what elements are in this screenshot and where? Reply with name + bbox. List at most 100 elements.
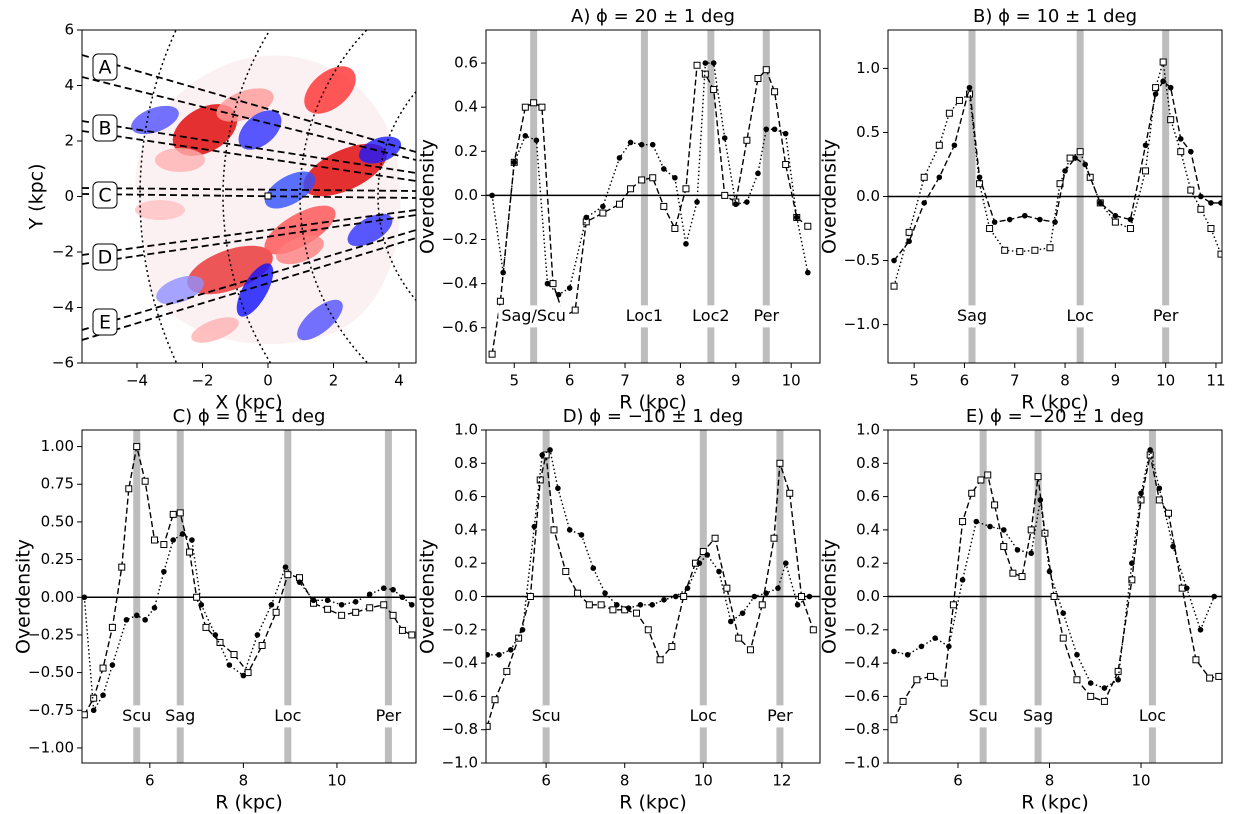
- density-blob: [238, 110, 282, 150]
- circle-marker: [1160, 78, 1166, 85]
- circle-marker: [891, 648, 897, 655]
- x-tick-label: 8: [620, 772, 630, 790]
- panel-title: E) ϕ = −20 ± 1 deg: [966, 406, 1144, 427]
- circle-marker: [1112, 212, 1119, 219]
- region-label: E: [99, 312, 111, 334]
- square-marker: [638, 176, 646, 184]
- arm-label-bg: [1135, 705, 1170, 728]
- circle-marker: [794, 602, 801, 608]
- wedge-edge: [82, 237, 416, 341]
- square-marker: [1217, 250, 1222, 258]
- circle-marker: [1138, 490, 1144, 497]
- x-tick-label: 6: [541, 772, 551, 790]
- square-marker: [1215, 672, 1222, 680]
- square-marker: [562, 568, 570, 576]
- square-marker: [151, 536, 159, 544]
- square-marker: [1000, 543, 1008, 551]
- y-tick-label: 0.25: [41, 550, 74, 568]
- square-marker: [649, 174, 657, 182]
- square-marker: [536, 476, 544, 484]
- series-line: [893, 449, 1215, 689]
- y-axis-label: Overdensity: [417, 539, 439, 654]
- square-marker: [491, 696, 499, 704]
- arm-label-bg: [119, 705, 155, 728]
- circle-marker: [1062, 168, 1068, 174]
- y-axis-label: Overdensity: [819, 539, 841, 654]
- panel-title: D) ϕ = −10 ± 1 deg: [563, 406, 744, 427]
- circle-marker: [511, 159, 518, 166]
- panel-title: B) ϕ = 10 ± 1 deg: [973, 6, 1137, 27]
- square-marker: [723, 584, 731, 592]
- panel-title: A) ϕ = 20 ± 1 deg: [571, 6, 735, 27]
- square-marker: [699, 548, 707, 556]
- square-marker: [746, 646, 754, 654]
- circle-marker: [716, 568, 722, 575]
- square-marker: [786, 489, 794, 497]
- circle-marker: [793, 214, 800, 221]
- circle-marker: [583, 214, 590, 221]
- circle-marker: [918, 643, 925, 650]
- square-marker: [202, 623, 210, 631]
- square-marker: [743, 136, 751, 144]
- square-marker: [169, 510, 177, 518]
- square-marker: [1066, 154, 1074, 162]
- arm-label: Loc1: [626, 306, 663, 325]
- square-marker: [754, 75, 762, 83]
- y-tick-label: −1.0: [844, 315, 880, 333]
- series-line: [893, 80, 1221, 261]
- circle-marker: [600, 203, 606, 210]
- circle-marker: [637, 602, 644, 608]
- square-marker: [1086, 173, 1094, 181]
- region-label: A: [99, 57, 112, 79]
- region-box: [92, 308, 118, 336]
- y-tick-label: −0.2: [442, 230, 478, 248]
- circle-marker: [1218, 200, 1222, 206]
- y-tick-label: 0.6: [856, 487, 880, 505]
- x-tick-label: 10: [782, 372, 801, 390]
- arm-label: Scu: [969, 706, 998, 725]
- density-blob: [135, 200, 185, 220]
- circle-marker: [973, 518, 980, 525]
- square-marker: [668, 642, 676, 650]
- arm-label: Loc: [1139, 706, 1166, 725]
- circle-marker: [672, 593, 679, 600]
- x-axis-label: R (kpc): [619, 392, 687, 414]
- wedge-edge: [82, 187, 416, 192]
- circle-marker: [602, 590, 608, 596]
- arm-label: Loc: [274, 706, 301, 725]
- circle-marker: [751, 593, 758, 600]
- circle-marker: [696, 560, 703, 566]
- arm-label-bg: [1149, 305, 1182, 328]
- circle-marker: [614, 602, 620, 608]
- x-tick-label: 8: [239, 772, 249, 790]
- circle-marker: [1211, 593, 1218, 600]
- circle-marker: [661, 166, 667, 172]
- wedge-edge: [82, 229, 416, 331]
- density-blob: [297, 299, 343, 341]
- y-tick-label: 4: [64, 76, 74, 94]
- circle-marker: [1060, 610, 1067, 616]
- y-tick-label: −0.6: [844, 687, 880, 705]
- square-marker: [1152, 84, 1160, 92]
- square-marker: [1167, 116, 1175, 124]
- circle-marker: [959, 577, 966, 583]
- x-tick-label: 7: [620, 372, 630, 390]
- arm-label-bg: [528, 705, 564, 728]
- x-axis-label: R (kpc): [1021, 792, 1089, 814]
- square-marker: [935, 141, 943, 149]
- square-marker: [1126, 225, 1134, 233]
- circle-marker: [976, 174, 983, 181]
- axes-frame: [485, 29, 821, 364]
- y-tick-label: 0.5: [856, 123, 880, 141]
- y-tick-label: −0.75: [28, 701, 74, 719]
- arm-label: Per: [376, 706, 402, 725]
- circle-marker: [1101, 685, 1108, 691]
- wedge-edge: [82, 193, 416, 199]
- arm-label: Loc: [690, 706, 717, 725]
- arm-label: Sag: [165, 706, 195, 725]
- circle-marker: [539, 452, 545, 458]
- square-marker: [550, 526, 558, 534]
- circle-marker: [728, 618, 734, 625]
- circle-marker: [544, 280, 551, 287]
- density-blob: [304, 66, 356, 114]
